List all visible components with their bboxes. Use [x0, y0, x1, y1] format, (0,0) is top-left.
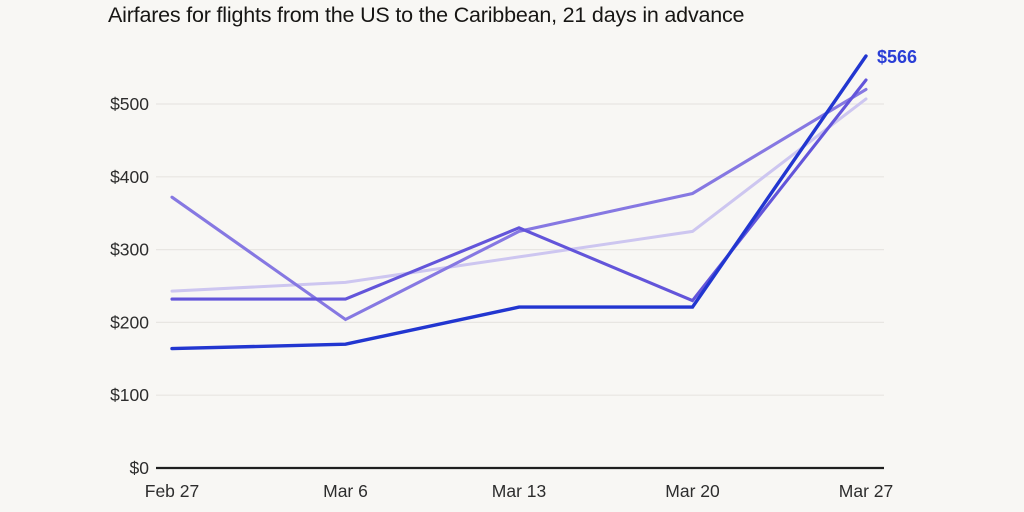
- y-tick-label-$100: $100: [110, 385, 149, 405]
- end-value-label: $566: [877, 47, 917, 67]
- y-tick-label-$200: $200: [110, 312, 149, 332]
- series-line-fare-dark-blue: [170, 54, 868, 351]
- chart-title: Airfares for flights from the US to the …: [108, 3, 745, 27]
- x-tick-label-feb-27: Feb 27: [145, 481, 199, 501]
- y-tick-label-$300: $300: [110, 240, 149, 260]
- x-tick-label-mar-20: Mar 20: [665, 481, 720, 501]
- series-line-fare-deep-violet: [170, 78, 868, 303]
- y-tick-label-$500: $500: [110, 94, 149, 114]
- x-tick-label-mar-27: Mar 27: [839, 481, 893, 501]
- series-line-fare-light-lavender: [170, 97, 868, 293]
- y-tick-label-$0: $0: [130, 458, 150, 478]
- series-line-fare-mid-violet: [170, 87, 868, 322]
- y-tick-label-$400: $400: [110, 167, 149, 187]
- x-tick-label-mar-13: Mar 13: [492, 481, 546, 501]
- x-tick-label-mar-6: Mar 6: [323, 481, 368, 501]
